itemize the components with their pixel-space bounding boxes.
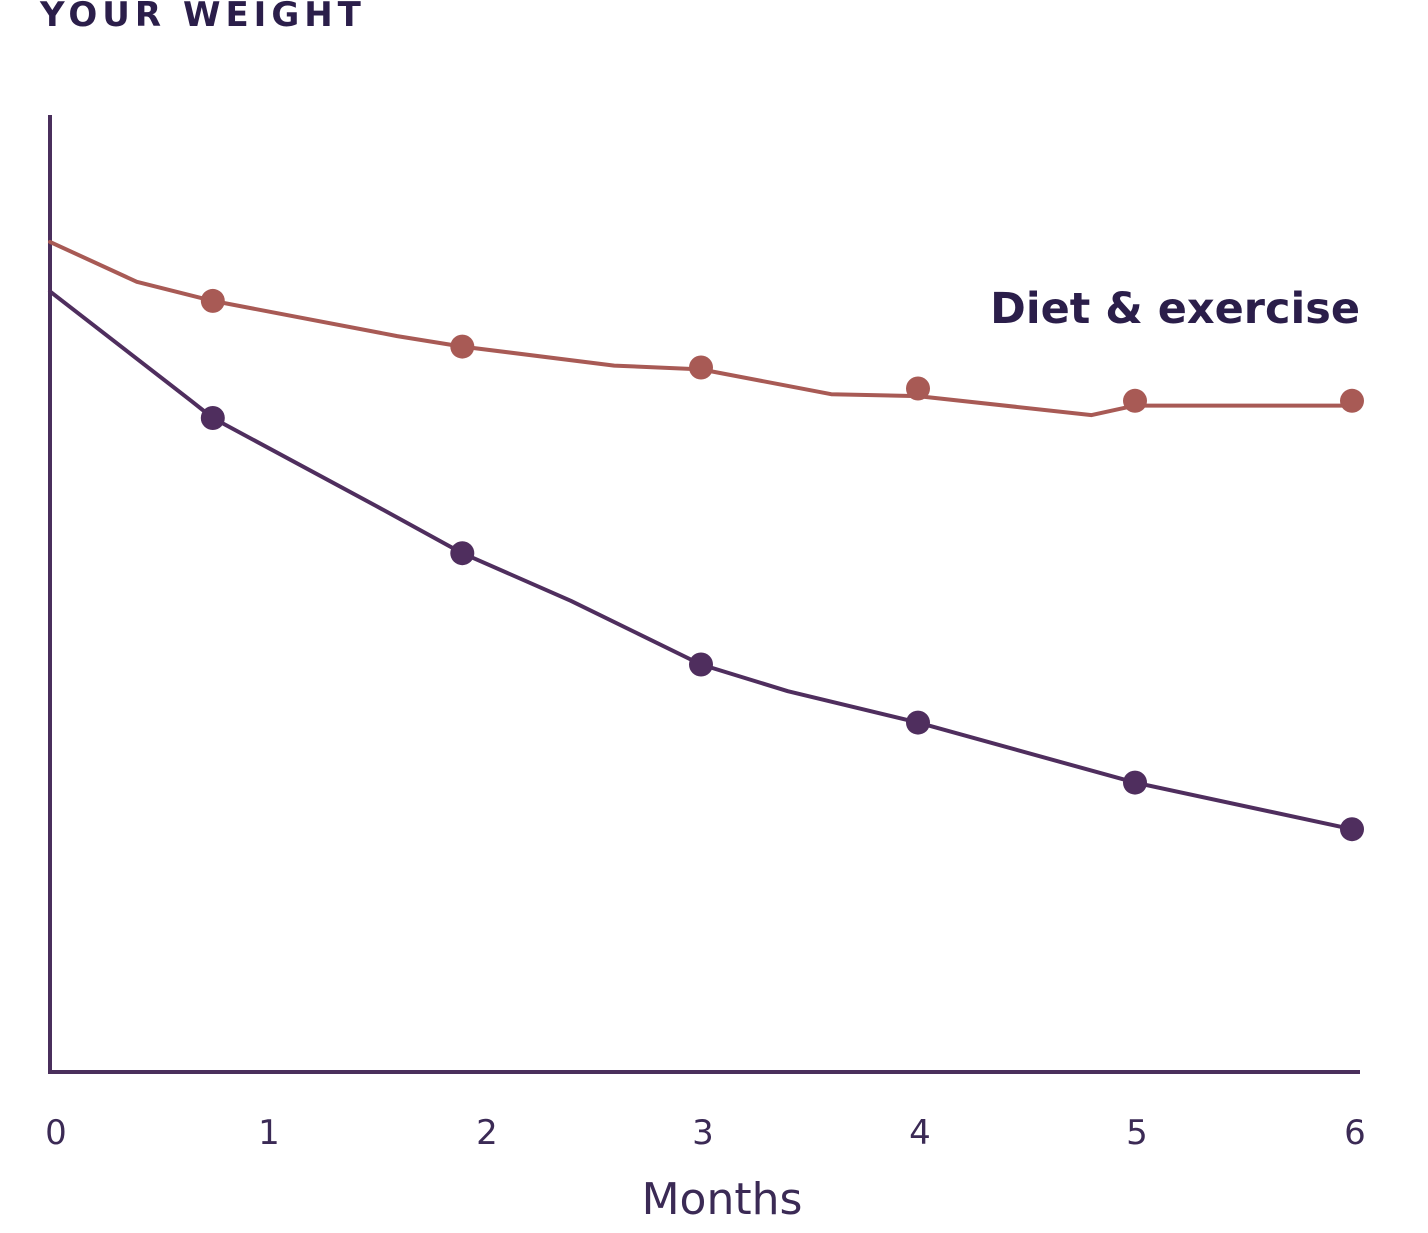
x-tick-label-5: 5 (1126, 1113, 1148, 1153)
series-0-point-5 (1340, 388, 1364, 413)
axes (48, 115, 1360, 1074)
x-tick-label-3: 3 (692, 1113, 714, 1153)
series-0-point-0 (200, 288, 225, 313)
x-tick-labels: 0 1 2 3 4 5 6 (45, 1113, 1366, 1153)
series-markers (200, 288, 1364, 842)
series-1-point-1 (450, 541, 475, 566)
series-1-point-3 (906, 710, 930, 735)
series-1-point-2 (689, 652, 713, 677)
series-0-point-2 (689, 355, 713, 380)
x-tick-label-6: 6 (1344, 1113, 1366, 1153)
x-tick-label-0: 0 (45, 1113, 67, 1153)
x-axis-label: Months (642, 1174, 803, 1225)
series-1-point-4 (1123, 770, 1147, 795)
chart-title: YOUR WEIGHT (40, 0, 366, 35)
x-tick-label-1: 1 (258, 1113, 280, 1153)
x-tick-label-2: 2 (476, 1113, 498, 1153)
series-1-point-0 (200, 406, 225, 430)
series-0-point-1 (450, 334, 475, 359)
series-0-point-4 (1123, 388, 1147, 413)
series-0-point-3 (906, 376, 930, 401)
annotation-diet-exercise: Diet & exercise (990, 284, 1360, 334)
series-1-point-5 (1340, 817, 1364, 842)
x-tick-label-4: 4 (909, 1113, 931, 1153)
